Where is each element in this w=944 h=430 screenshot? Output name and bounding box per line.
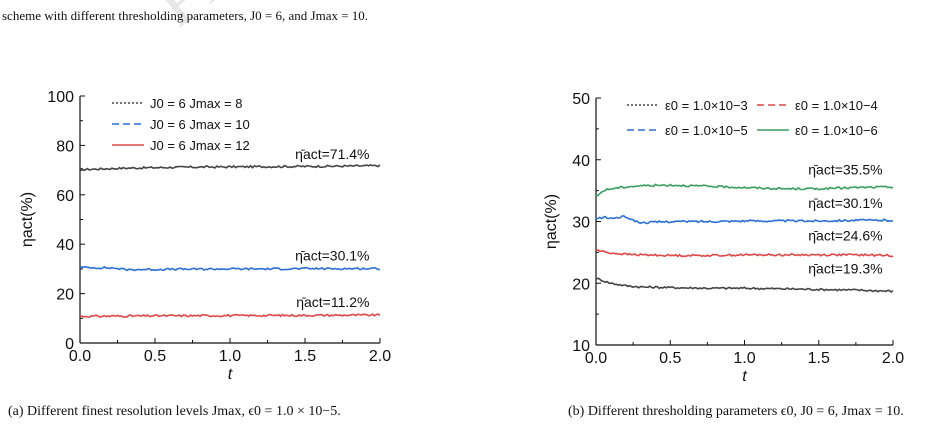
caption-params: J0 = 6, and Jmax = 10. bbox=[250, 8, 369, 23]
x-tick-label: 1.0 bbox=[733, 350, 755, 367]
y-tick-label: 0 bbox=[65, 336, 74, 353]
x-tick-label: 0.0 bbox=[585, 350, 607, 367]
x-axis-label: t bbox=[228, 366, 233, 383]
series-line bbox=[595, 249, 894, 258]
x-tick-label: 2.0 bbox=[882, 350, 904, 367]
caption-line-2: scheme with different thresholding param… bbox=[2, 7, 368, 25]
mean-annotation: η̄act=24.6% bbox=[808, 228, 882, 244]
y-tick-label: 20 bbox=[572, 276, 590, 293]
series-line bbox=[595, 214, 894, 225]
y-tick-label: 50 bbox=[572, 91, 590, 108]
legend-label: ε0 = 1.0×10−5 bbox=[665, 123, 748, 138]
x-axis-label: t bbox=[742, 368, 747, 385]
legend-label: J0 = 6 Jmax = 12 bbox=[150, 138, 250, 153]
x-tick-label: 1.5 bbox=[808, 350, 830, 367]
y-tick-label: 40 bbox=[56, 237, 74, 254]
series-line bbox=[595, 183, 894, 197]
series-line bbox=[595, 277, 894, 294]
x-tick-label: 0.5 bbox=[659, 350, 681, 367]
x-tick-label: 0.0 bbox=[69, 348, 91, 365]
legend-label: ε0 = 1.0×10−3 bbox=[665, 98, 748, 113]
y-tick-label: 10 bbox=[572, 338, 590, 355]
y-tick-label: 80 bbox=[56, 138, 74, 155]
mean-annotation: η̄act=30.1% bbox=[295, 247, 369, 263]
series-line bbox=[79, 164, 381, 172]
mean-annotation: η̄act=11.2% bbox=[296, 294, 369, 310]
series-line bbox=[79, 313, 381, 319]
legend-label: J0 = 6 Jmax = 10 bbox=[150, 117, 250, 132]
y-axis-label: ηact(%) bbox=[543, 194, 560, 249]
y-tick-label: 100 bbox=[47, 89, 74, 106]
subfigure-caption-a: (a) Different finest resolution levels J… bbox=[8, 404, 341, 419]
legend-label: ε0 = 1.0×10−6 bbox=[795, 123, 878, 138]
x-tick-label: 1.0 bbox=[219, 348, 241, 365]
caption-prefix: scheme with different thresholding param… bbox=[2, 8, 247, 23]
subfigure-caption-b: (b) Different thresholding parameters ϵ0… bbox=[568, 404, 904, 419]
mean-annotation: η̄act=30.1% bbox=[808, 195, 882, 211]
y-tick-label: 60 bbox=[56, 188, 74, 205]
x-tick-label: 0.5 bbox=[144, 348, 166, 365]
legend-label: ε0 = 1.0×10−4 bbox=[795, 98, 878, 113]
legend-label: J0 = 6 Jmax = 8 bbox=[150, 96, 243, 111]
y-tick-label: 20 bbox=[56, 287, 74, 304]
x-tick-label: 2.0 bbox=[369, 348, 391, 365]
x-tick-label: 1.5 bbox=[294, 348, 316, 365]
mean-annotation: η̄act=35.5% bbox=[808, 162, 882, 178]
series-line bbox=[79, 265, 381, 272]
y-tick-label: 30 bbox=[572, 215, 590, 232]
mean-annotation: η̄act=71.4% bbox=[295, 146, 369, 162]
mean-annotation: η̄act=19.3% bbox=[808, 260, 882, 276]
y-tick-label: 40 bbox=[572, 153, 590, 170]
y-axis-label: ηact(%) bbox=[19, 192, 36, 247]
